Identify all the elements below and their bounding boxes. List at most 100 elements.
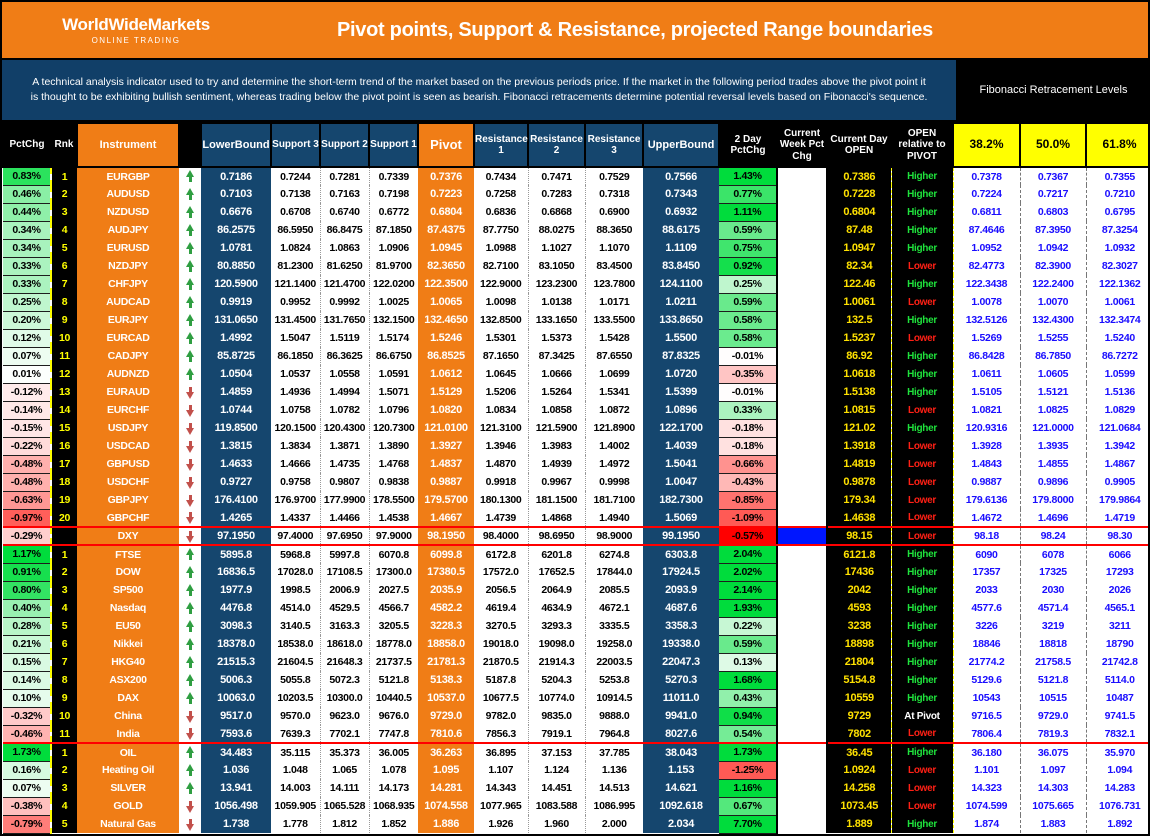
pct-chg-cell: -0.38% [3,797,51,816]
row-chfjpy: 0.33% 7 CHFJPY 120.5900 121.1400 121.4700 122.… [3,275,1148,294]
rank-cell: 2 [50,761,77,779]
support-3-cell: 86.5950 [271,221,321,239]
upper-bound-cell: 1.5041 [643,455,719,473]
open-rel-pivot-cell: Lower [890,401,954,419]
support-1-cell: 7747.8 [369,725,418,743]
pivot-cell: 5138.3 [418,671,474,689]
resistance-2-cell: 121.5900 [528,419,586,437]
resistance-3-cell: 0.9998 [585,473,643,491]
col-header-week-pct: Current Week Pct Chg [776,122,828,168]
row-usdjpy: -0.15% 15 USDJPY 119.8500 120.1500 120.4300 12… [3,419,1148,438]
resistance-3-cell: 83.4500 [585,257,643,275]
rank-cell: 15 [50,419,77,437]
rank-cell: 5 [50,815,77,833]
pct-chg-cell: -0.63% [3,491,51,510]
resistance-3-cell: 87.6550 [585,347,643,365]
pct-chg-cell: 0.91% [3,563,51,582]
support-3-cell: 1.0758 [271,401,321,419]
instrument-cell: GOLD [77,797,179,815]
2day-pct-cell: 0.13% [719,653,778,672]
pivot-cell: 1.0065 [418,293,474,311]
open-rel-pivot-cell: Higher [890,815,954,833]
fib-500-cell: 5121.8 [1020,671,1087,689]
fib-382-cell: 122.3438 [953,275,1021,293]
fibonacci-box-title: Fibonacci Retracement Levels [956,60,1148,120]
day-open-cell: 36.45 [827,742,891,761]
support-2-cell: 1.0863 [320,239,370,257]
support-2-cell: 17108.5 [320,563,370,581]
support-1-cell: 1068.935 [369,797,418,815]
row-audcad: 0.25% 8 AUDCAD 0.9919 0.9952 0.9992 1.0025 1.00… [3,293,1148,312]
support-3-cell: 1059.905 [271,797,321,815]
trend-arrow-cell [179,526,201,546]
resistance-3-cell: 1.1070 [585,239,643,257]
open-rel-pivot-cell: Higher [890,635,954,653]
fib-500-cell: 2030 [1020,581,1087,599]
up-arrow-icon [185,259,196,273]
fib-382-cell: 1.101 [953,761,1021,779]
week-pct-cell [777,526,828,546]
up-arrow-icon [185,637,196,651]
pct-chg-cell: -0.12% [3,383,51,402]
resistance-3-cell: 98.9000 [585,526,643,546]
rank-cell: 20 [50,509,77,527]
resistance-1-cell: 1.107 [474,761,529,779]
instrument-cell: DOW [77,563,179,581]
support-1-cell: 10440.5 [369,689,418,707]
down-arrow-icon [185,800,196,813]
resistance-3-cell: 1.4972 [585,455,643,473]
pct-chg-cell: -0.15% [3,419,51,438]
open-rel-pivot-cell: Higher [890,581,954,599]
down-arrow-icon [185,476,196,489]
week-pct-cell [777,365,828,383]
support-1-cell: 0.7198 [369,185,418,203]
support-3-cell: 121.1400 [271,275,321,293]
day-open-cell: 3238 [827,617,891,635]
fib-618-cell: 1.5240 [1086,329,1148,347]
row-dxy: -0.29% DXY 97.1950 97.4000 97.6950 97.9000 98.… [3,526,1148,546]
trend-arrow-cell [179,581,201,599]
open-rel-pivot-cell: Lower [890,455,954,473]
fib-618-cell: 0.7355 [1086,167,1148,185]
instrument-cell: USDCHF [77,473,179,491]
resistance-1-cell: 14.343 [474,779,529,797]
resistance-1-cell: 121.3100 [474,419,529,437]
fib-382-cell: 5129.6 [953,671,1021,689]
week-pct-cell [777,509,828,527]
row-india: -0.46% 11 India 7593.6 7639.3 7702.1 7747.8 781… [3,725,1148,744]
fib-618-cell: 1076.731 [1086,797,1148,815]
row-usdchf: -0.48% 18 USDCHF 0.9727 0.9758 0.9807 0.9838 0.… [3,473,1148,492]
up-arrow-icon [185,548,196,561]
fib-618-cell: 1.3942 [1086,437,1148,455]
resistance-1-cell: 21870.5 [474,653,529,671]
pivot-cell: 4582.2 [418,599,474,617]
row-nzdjpy: 0.33% 6 NZDJPY 80.8850 81.2300 81.6250 81.9700… [3,257,1148,276]
fib-500-cell: 7819.3 [1020,725,1087,743]
brand-logo: WorldWideMarkets ONLINE TRADING [2,15,242,45]
pct-chg-cell: 0.33% [3,275,51,294]
fib-382-cell: 98.18 [953,526,1021,546]
trend-arrow-cell [179,293,201,311]
fib-500-cell: 1.0605 [1020,365,1087,383]
support-1-cell: 87.1850 [369,221,418,239]
row-silver: 0.07% 3 SILVER 13.941 14.003 14.111 14.173 14.2… [3,779,1148,798]
open-rel-pivot-cell: Lower [890,473,954,491]
day-open-cell: 9729 [827,707,891,725]
pivot-cell: 0.9887 [418,473,474,491]
lower-bound-cell: 1.3815 [201,437,271,455]
row-audnzd: 0.01% 12 AUDNZD 1.0504 1.0537 1.0558 1.0591 1.0… [3,365,1148,384]
up-arrow-icon [185,601,196,615]
2day-pct-cell: 0.54% [719,725,778,744]
resistance-1-cell: 180.1300 [474,491,529,509]
top-bar: WorldWideMarkets ONLINE TRADING Pivot po… [2,2,1148,60]
week-pct-cell [777,563,828,581]
instrument-cell: NZDUSD [77,203,179,221]
resistance-2-cell: 1.960 [528,815,586,833]
trend-arrow-cell [179,401,201,419]
fib-500-cell: 4571.4 [1020,599,1087,617]
col-header-instrument: Instrument [76,122,180,168]
support-2-cell: 5997.8 [320,544,370,563]
rank-cell: 4 [50,797,77,815]
pivot-cell: 3228.3 [418,617,474,635]
day-open-cell: 86.92 [827,347,891,365]
